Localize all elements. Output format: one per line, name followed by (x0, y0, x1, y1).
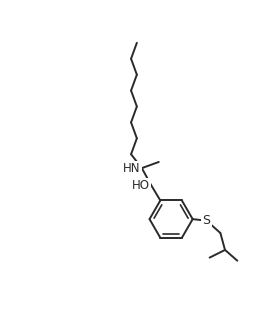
Text: HN: HN (123, 163, 140, 175)
Text: S: S (203, 214, 210, 227)
Text: HO: HO (132, 179, 150, 192)
